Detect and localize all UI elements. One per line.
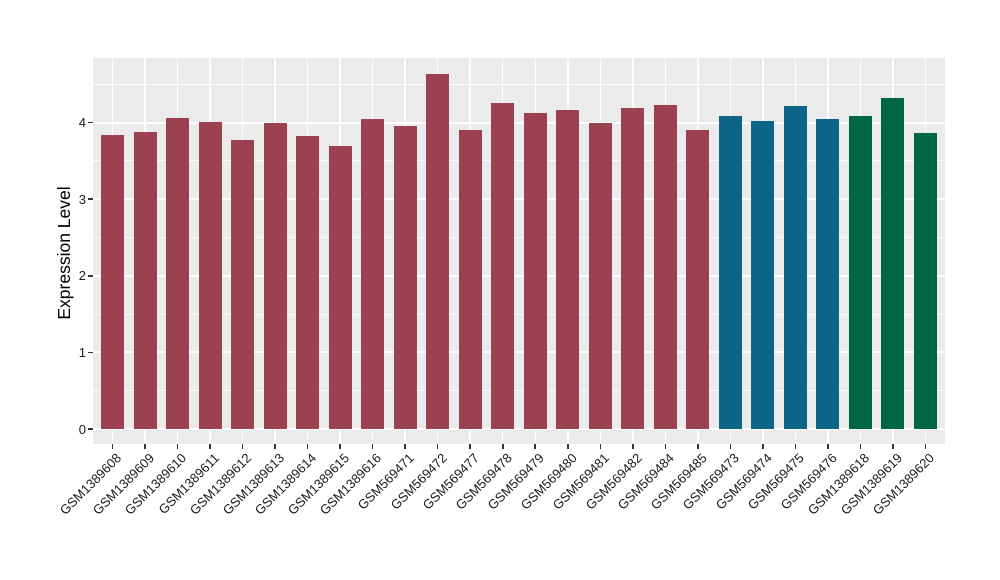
- x-tick-mark-GSM569480: [566, 444, 569, 449]
- bar-GSM569472: [426, 74, 450, 429]
- gridline-major-y-4: [93, 121, 945, 124]
- x-tick-mark-GSM1389611: [209, 444, 211, 449]
- bar-GSM1389618: [848, 115, 872, 429]
- bar-GSM569477: [458, 129, 482, 429]
- bar-GSM569479: [523, 113, 547, 429]
- bar-GSM569485: [686, 130, 710, 429]
- gridline-major-y-2: [93, 274, 945, 277]
- y-tick-label-4: 4: [78, 115, 86, 131]
- gridline-major-y-0: [93, 428, 945, 430]
- x-tick-mark-GSM569481: [599, 444, 602, 449]
- x-tick-mark-GSM569478: [501, 444, 504, 449]
- x-tick-mark-GSM569485: [697, 444, 699, 449]
- bar-GSM1389609: [133, 131, 157, 429]
- x-tick-mark-GSM1389615: [339, 444, 341, 449]
- bar-GSM569474: [751, 121, 775, 429]
- x-tick-mark-GSM569482: [632, 444, 634, 449]
- x-tick-mark-GSM1389609: [144, 444, 146, 449]
- bar-GSM569475: [783, 105, 807, 429]
- gridline-minor-y-1.5: [93, 313, 945, 315]
- bar-GSM569482: [621, 108, 645, 429]
- y-axis-title: Expression Level: [54, 186, 74, 320]
- bar-GSM569484: [653, 104, 677, 429]
- x-tick-mark-GSM1389608: [111, 444, 114, 449]
- y-tick-mark-2: [88, 275, 93, 277]
- x-tick-mark-GSM569472: [436, 444, 439, 449]
- gridline-minor-y-2.5: [93, 237, 945, 238]
- bar-GSM1389612: [231, 140, 255, 429]
- bar-GSM569478: [491, 102, 515, 429]
- y-tick-mark-0: [88, 428, 93, 430]
- x-tick-mark-GSM1389610: [176, 444, 179, 449]
- gridline-major-y-3: [93, 198, 945, 201]
- x-tick-mark-GSM1389619: [892, 444, 894, 449]
- x-tick-mark-GSM569484: [664, 444, 667, 449]
- bar-GSM1389615: [328, 145, 352, 429]
- x-tick-mark-GSM1389620: [924, 444, 927, 449]
- bar-GSM1389614: [296, 136, 320, 429]
- bar-GSM569471: [393, 126, 417, 429]
- y-tick-label-2: 2: [78, 268, 86, 284]
- y-tick-mark-1: [88, 351, 93, 354]
- bar-GSM569480: [556, 110, 580, 429]
- gridline-minor-y-0.5: [93, 390, 945, 392]
- gridline-major-y-1: [93, 351, 945, 354]
- x-tick-mark-GSM569479: [534, 444, 537, 449]
- x-tick-mark-GSM569473: [729, 444, 732, 449]
- bar-GSM1389613: [263, 122, 287, 429]
- gridline-minor-y-3.5: [93, 160, 945, 162]
- y-tick-mark-3: [88, 198, 93, 200]
- x-tick-mark-GSM569475: [794, 444, 797, 449]
- x-tick-mark-GSM1389616: [371, 444, 374, 449]
- bar-GSM569473: [718, 115, 742, 429]
- plot-panel: [93, 58, 945, 444]
- x-tick-mark-GSM569476: [827, 444, 829, 449]
- x-tick-mark-GSM1389618: [859, 444, 862, 449]
- x-tick-mark-GSM1389613: [274, 444, 276, 449]
- bar-GSM1389619: [881, 98, 905, 429]
- bar-GSM1389616: [361, 118, 385, 429]
- x-tick-mark-GSM569471: [404, 444, 406, 449]
- bar-GSM1389610: [166, 118, 190, 429]
- y-tick-label-3: 3: [78, 191, 86, 207]
- bar-GSM569481: [588, 123, 612, 429]
- bar-GSM1389608: [101, 134, 124, 429]
- x-tick-mark-GSM569477: [469, 444, 471, 449]
- x-tick-mark-GSM1389614: [306, 444, 309, 449]
- bar-GSM569476: [816, 118, 840, 429]
- y-tick-label-1: 1: [78, 344, 86, 360]
- y-tick-mark-4: [88, 121, 93, 124]
- x-tick-mark-GSM569474: [762, 444, 764, 449]
- bar-GSM1389620: [914, 132, 937, 429]
- bar-GSM1389611: [198, 121, 222, 429]
- x-tick-mark-GSM1389612: [241, 444, 244, 449]
- y-tick-label-0: 0: [78, 421, 86, 437]
- gridline-minor-y-4.5: [93, 83, 945, 85]
